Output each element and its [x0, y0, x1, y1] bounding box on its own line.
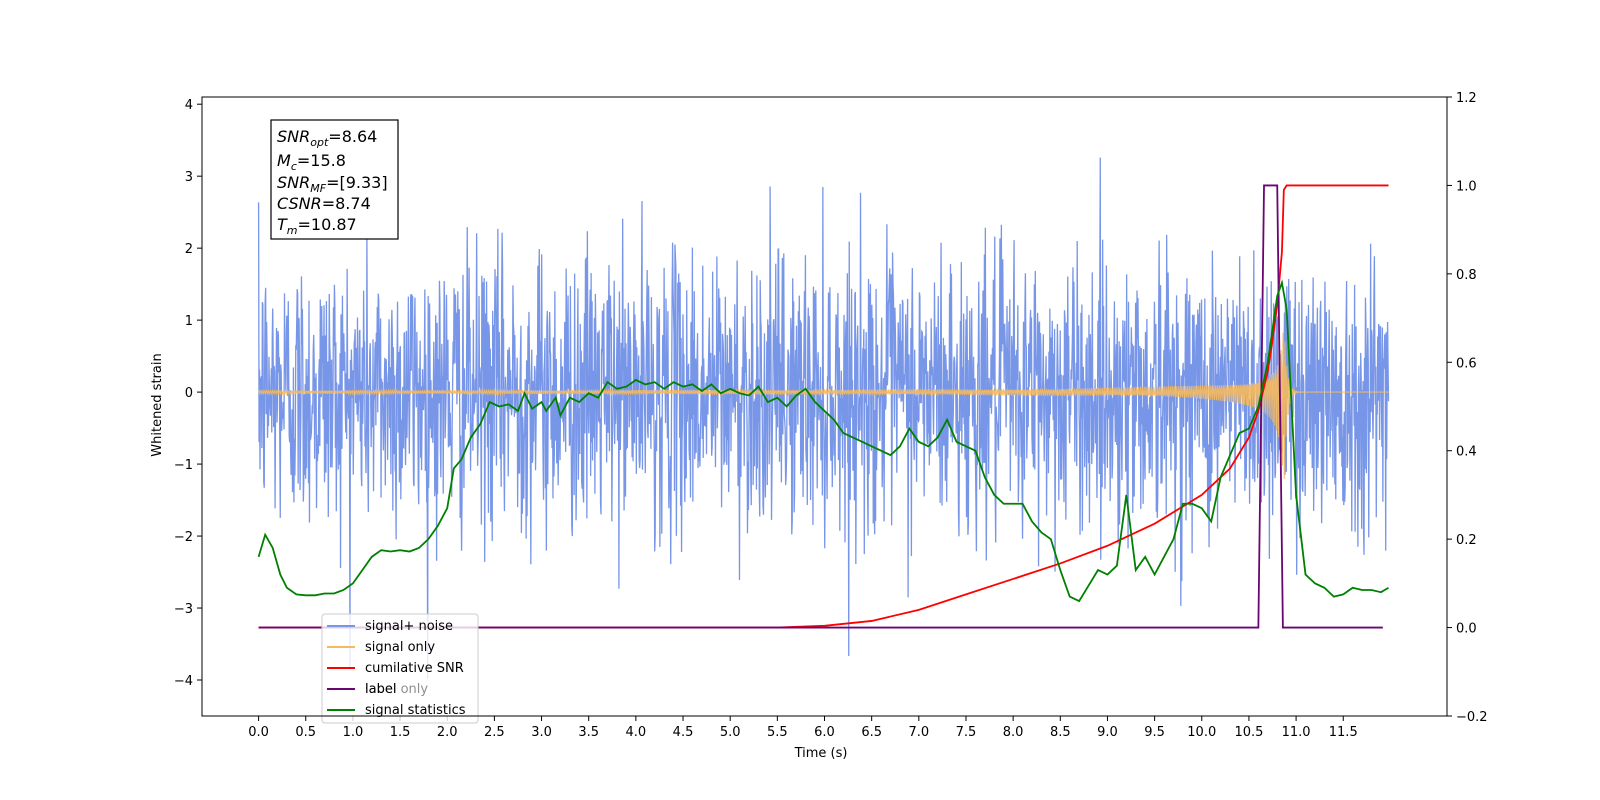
- legend-label-label: label: [365, 682, 396, 697]
- x-tick-label: 8.5: [1050, 725, 1071, 740]
- y2-tick-label: 0.8: [1456, 268, 1477, 283]
- x-tick-label: 11.5: [1329, 725, 1358, 740]
- info-snr-opt: SNRopt=8.64: [277, 127, 377, 149]
- x-tick-label: 2.0: [437, 725, 458, 740]
- legend-label-cumulative-snr: cumilative SNR: [365, 661, 464, 676]
- y-tick-label: 1: [185, 314, 193, 329]
- x-tick-label: 9.0: [1097, 725, 1118, 740]
- x-tick-label: 3.5: [578, 725, 599, 740]
- x-tick-label: 2.5: [484, 725, 505, 740]
- info-csnr: CSNR=8.74: [277, 194, 371, 213]
- y-tick-label: 0: [185, 386, 193, 401]
- x-tick-label: 0.5: [295, 725, 316, 740]
- x-axis-label: Time (s): [794, 746, 848, 761]
- plot-area: [257, 157, 1390, 679]
- x-tick-label: 4.5: [673, 725, 694, 740]
- legend-label-signal-only: signal only: [365, 640, 435, 655]
- x-tick-label: 3.0: [531, 725, 552, 740]
- x-tick-label: 1.5: [390, 725, 411, 740]
- y2-tick-label: 1.0: [1456, 179, 1477, 194]
- axis-ticks: 0.0 0.5 1.0 1.5 2.0 2.5 3.0 3.5 4.0 4.5 5.0 5.5 6.0 6…: [174, 91, 1488, 740]
- x-tick-label: 7.0: [908, 725, 929, 740]
- y-tick-label: 4: [185, 98, 193, 113]
- y2-tick-label: 1.2: [1456, 91, 1477, 106]
- info-box: SNRopt=8.64 Mc=15.8 SNRMF=[9.33] CSNR=8.…: [270, 119, 399, 240]
- legend: signal+ noise signal only cumilative SNR…: [321, 613, 479, 724]
- y-tick-label: −1: [174, 458, 193, 473]
- y2-tick-label: −0.2: [1456, 710, 1488, 725]
- y-axis-label: Whitened strain: [150, 353, 165, 456]
- info-mc: Mc=15.8: [277, 151, 346, 173]
- series-signal-only: [258, 332, 1389, 479]
- info-tm: Tm=10.87: [277, 215, 357, 237]
- legend-label-signal-statistics: signal statistics: [365, 703, 466, 718]
- x-tick-label: 6.0: [814, 725, 835, 740]
- x-tick-label: 10.0: [1187, 725, 1216, 740]
- y2-tick-label: 0.6: [1456, 356, 1477, 371]
- x-tick-label: 0.0: [248, 725, 269, 740]
- series-signal-noise: [257, 157, 1390, 679]
- x-tick-label: 8.0: [1003, 725, 1024, 740]
- y-tick-label: 3: [185, 170, 193, 185]
- axes-frame: [201, 96, 1448, 717]
- y-tick-label: −3: [174, 602, 193, 617]
- x-tick-label: 7.5: [956, 725, 977, 740]
- info-snr-mf: SNRMF=[9.33]: [277, 173, 388, 195]
- y2-tick-label: 0.2: [1456, 533, 1477, 548]
- x-tick-label: 4.0: [626, 725, 647, 740]
- y2-tick-label: 0.0: [1456, 622, 1477, 637]
- x-tick-label: 10.5: [1234, 725, 1263, 740]
- y-tick-label: −4: [174, 674, 193, 689]
- legend-label-signal-noise: signal+ noise: [365, 619, 453, 634]
- legend-label-label-only: label only: [365, 682, 428, 697]
- x-tick-label: 1.0: [343, 725, 364, 740]
- y-tick-label: 2: [185, 242, 193, 257]
- x-tick-label: 11.0: [1282, 725, 1311, 740]
- y2-tick-label: 0.4: [1456, 445, 1477, 460]
- legend-frame: [321, 613, 479, 724]
- series-signal-statistics: [257, 279, 1389, 603]
- x-tick-label: 5.0: [720, 725, 741, 740]
- x-tick-label: 9.5: [1144, 725, 1165, 740]
- y-tick-label: −2: [174, 530, 193, 545]
- x-tick-label: 5.5: [767, 725, 788, 740]
- series-cumulative-snr: [258, 184, 1389, 629]
- x-tick-label: 6.5: [861, 725, 882, 740]
- series-label: [258, 184, 1383, 629]
- info-box-frame: [270, 119, 399, 240]
